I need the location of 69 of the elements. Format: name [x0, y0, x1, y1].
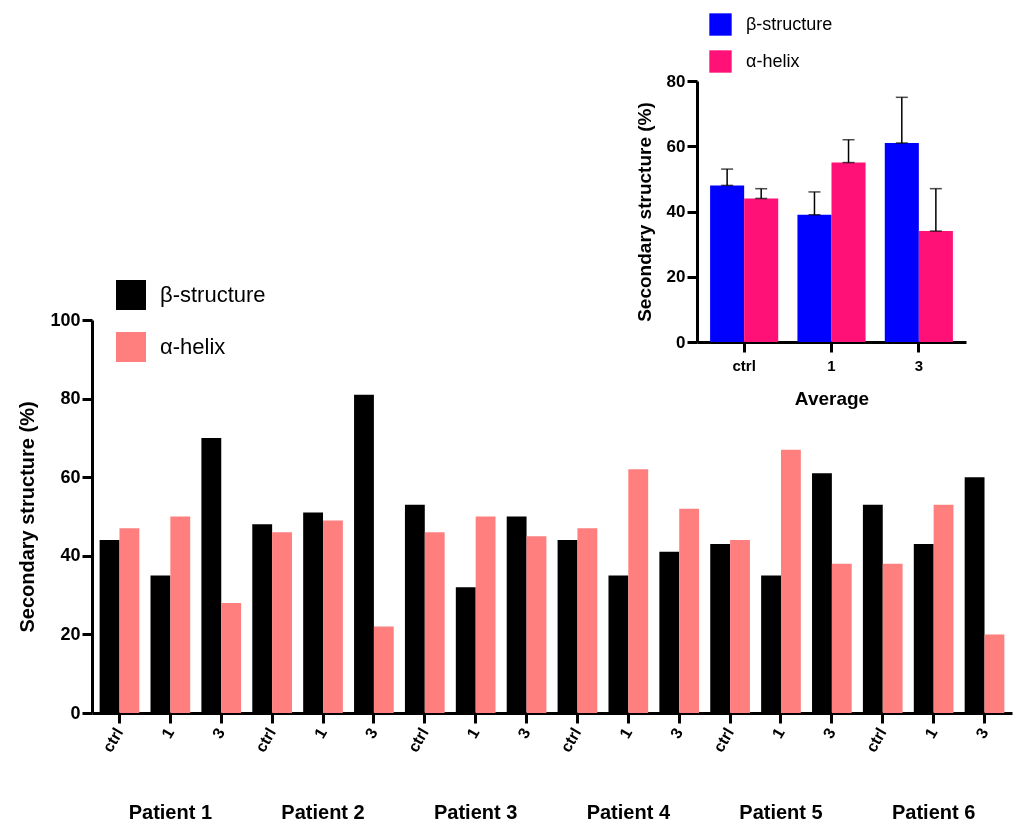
x-tick-label: 3	[914, 356, 924, 374]
bar	[882, 563, 903, 713]
bar	[424, 532, 445, 713]
x-tick-label: 3	[514, 724, 534, 742]
y-tick-label: 60	[60, 466, 81, 487]
bar	[221, 602, 242, 713]
x-tick-label: ctrl	[251, 725, 280, 756]
y-tick-label: 0	[70, 702, 81, 723]
bar	[475, 516, 496, 713]
y-tick-label: 100	[50, 309, 81, 330]
legend-label: α-helix	[160, 334, 226, 359]
y-tick-label: 80	[60, 388, 81, 409]
x-tick-label: 3	[209, 724, 229, 742]
x-tick-label: ctrl	[862, 725, 890, 756]
bar	[628, 469, 649, 713]
bar	[780, 449, 801, 713]
y-tick-label: 60	[666, 136, 686, 156]
y-axis-title: Secondary structure (%)	[633, 102, 655, 322]
x-tick-label: 3	[972, 724, 992, 742]
y-tick-label: 0	[676, 332, 686, 352]
bar	[933, 504, 954, 713]
bar	[679, 508, 700, 713]
x-tick-label: 1	[616, 724, 636, 742]
bar	[730, 540, 750, 713]
text: Patient 4	[586, 801, 671, 823]
bar	[797, 214, 832, 342]
y-tick-label: 20	[60, 623, 81, 644]
x-tick-label: 3	[819, 724, 839, 742]
y-tick-label: 40	[60, 545, 81, 566]
bar	[577, 528, 598, 713]
bar	[831, 563, 852, 713]
bar	[119, 528, 140, 713]
y-axis-title: Secondary structure (%)	[16, 401, 39, 633]
text: Patient 1	[128, 801, 213, 823]
x-tick-label: 3	[666, 724, 687, 742]
legend-label: β-structure	[746, 13, 833, 34]
bar	[831, 162, 866, 342]
x-tick-label: 1	[921, 724, 941, 742]
y-tick-label: 40	[666, 202, 686, 221]
bar	[744, 198, 779, 342]
x-tick-label: 3	[361, 724, 381, 742]
text: Patient 2	[281, 801, 365, 823]
x-tick-label: ctrl	[557, 725, 585, 756]
bar	[710, 185, 745, 342]
text: Patient 5	[739, 801, 823, 823]
y-tick-label: 80	[666, 71, 686, 91]
x-tick-label: 1	[463, 724, 483, 742]
x-tick-label: 1	[768, 724, 788, 742]
bar	[884, 142, 919, 342]
x-tick-label: ctrl	[709, 725, 738, 756]
bar	[323, 520, 343, 713]
legend-label: β-structure	[160, 282, 266, 307]
x-tick-label: ctrl	[732, 356, 756, 374]
x-axis-title: Average	[794, 387, 870, 409]
bar	[373, 626, 394, 713]
bar	[272, 532, 292, 713]
text: Patient 3	[433, 801, 518, 823]
bar	[918, 231, 953, 342]
x-tick-label: 1	[158, 724, 178, 742]
bar	[170, 516, 191, 713]
bar	[526, 536, 547, 713]
bar	[984, 634, 1005, 713]
x-tick-label: ctrl	[404, 725, 432, 756]
y-tick-label: 20	[666, 267, 686, 287]
x-tick-label: 1	[310, 724, 330, 742]
legend-label: α-helix	[746, 50, 800, 71]
text: Patient 6	[891, 801, 976, 823]
x-tick-label: ctrl	[99, 725, 127, 756]
x-tick-label: 1	[827, 356, 836, 374]
